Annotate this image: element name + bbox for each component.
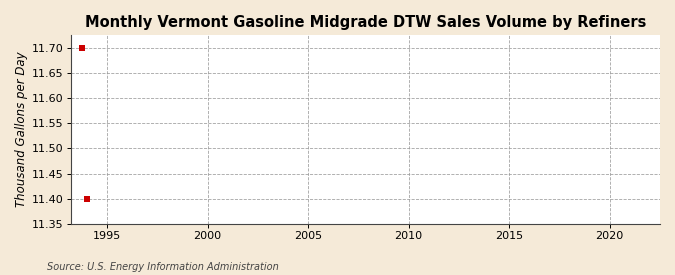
Title: Monthly Vermont Gasoline Midgrade DTW Sales Volume by Refiners: Monthly Vermont Gasoline Midgrade DTW Sa… (85, 15, 646, 30)
Text: Source: U.S. Energy Information Administration: Source: U.S. Energy Information Administ… (47, 262, 279, 272)
Y-axis label: Thousand Gallons per Day: Thousand Gallons per Day (15, 52, 28, 207)
